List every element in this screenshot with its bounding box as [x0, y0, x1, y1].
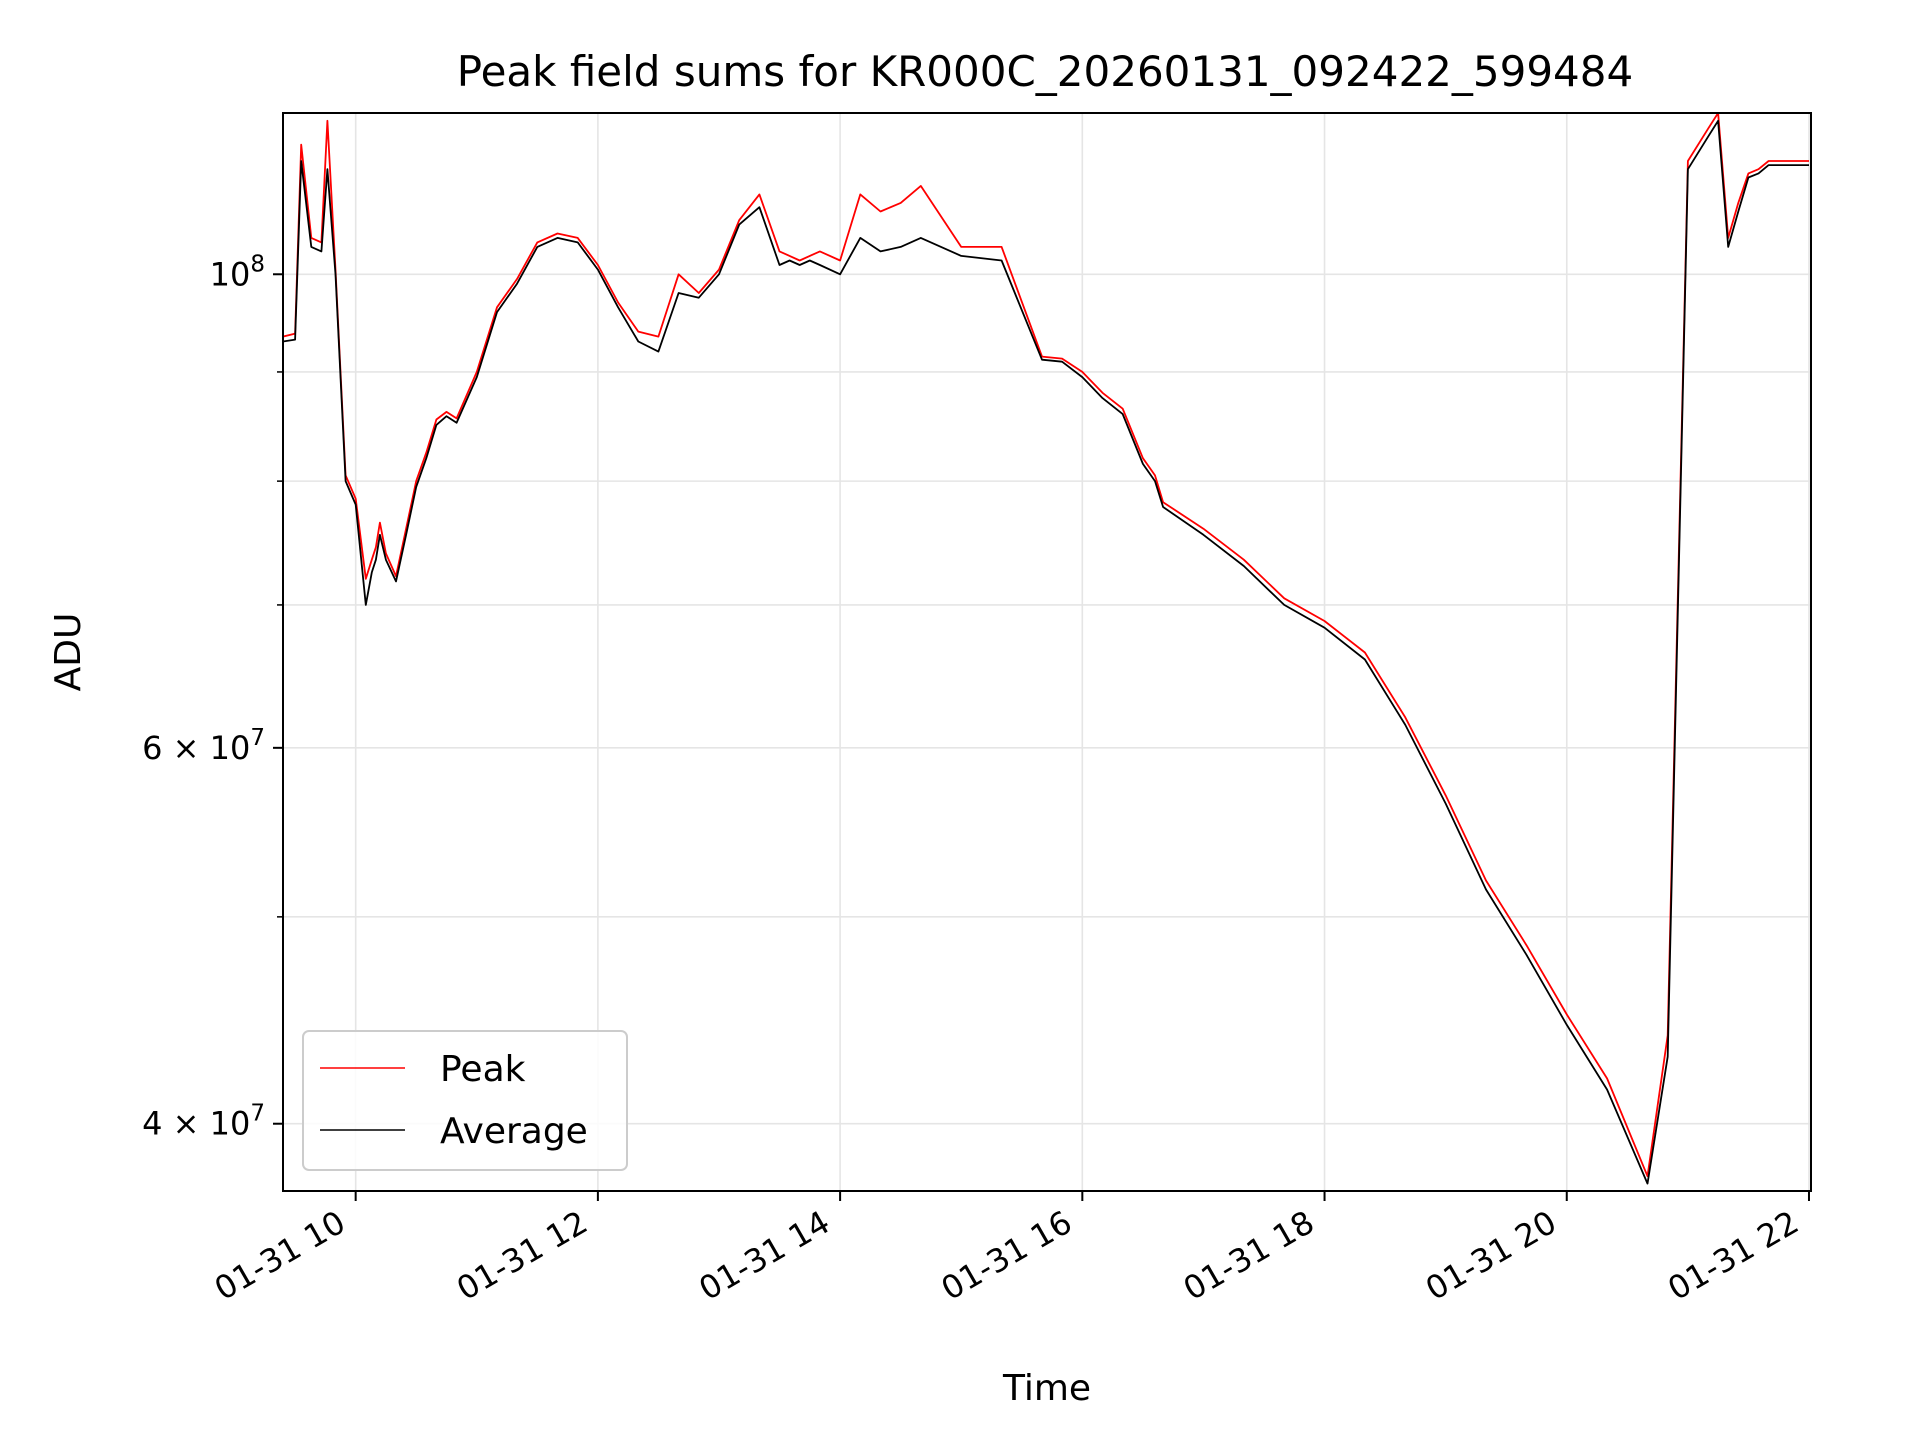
y-tick-label: 6 × 107: [142, 725, 265, 767]
legend-box: [302, 1030, 628, 1171]
y-axis-ticks: 108 6 × 107 4 × 107: [142, 251, 283, 1143]
y-tick-label: 4 × 107: [142, 1101, 265, 1143]
y-tick-label: 108: [210, 251, 265, 293]
x-axis-ticks: 01-31 10 01-31 12 01-31 14 01-31 16 01-31 18…: [208, 1191, 1810, 1308]
series-line-peak: [283, 113, 1809, 1178]
x-tick-label: 01-31 12: [450, 1203, 594, 1308]
legend-label-average: Average: [440, 1111, 588, 1152]
x-tick-label: 01-31 22: [1661, 1203, 1805, 1308]
grid: [283, 113, 1811, 1191]
x-tick-label: 01-31 16: [935, 1203, 1079, 1308]
legend: Peak Average: [302, 1030, 628, 1171]
series-layer: [283, 113, 1809, 1185]
series-line-average: [283, 119, 1809, 1185]
y-axis-label: ADU: [48, 613, 89, 692]
plot-frame: [282, 112, 1812, 1192]
x-tick-label: 01-31 18: [1177, 1203, 1321, 1308]
x-tick-label: 01-31 10: [208, 1203, 352, 1308]
x-tick-label: 01-31 20: [1419, 1203, 1563, 1308]
chart-title: Peak field sums for KR000C_20260131_0924…: [457, 47, 1633, 96]
x-tick-label: 01-31 14: [693, 1203, 837, 1308]
legend-label-peak: Peak: [440, 1049, 526, 1090]
x-axis-label: Time: [1002, 1368, 1091, 1409]
